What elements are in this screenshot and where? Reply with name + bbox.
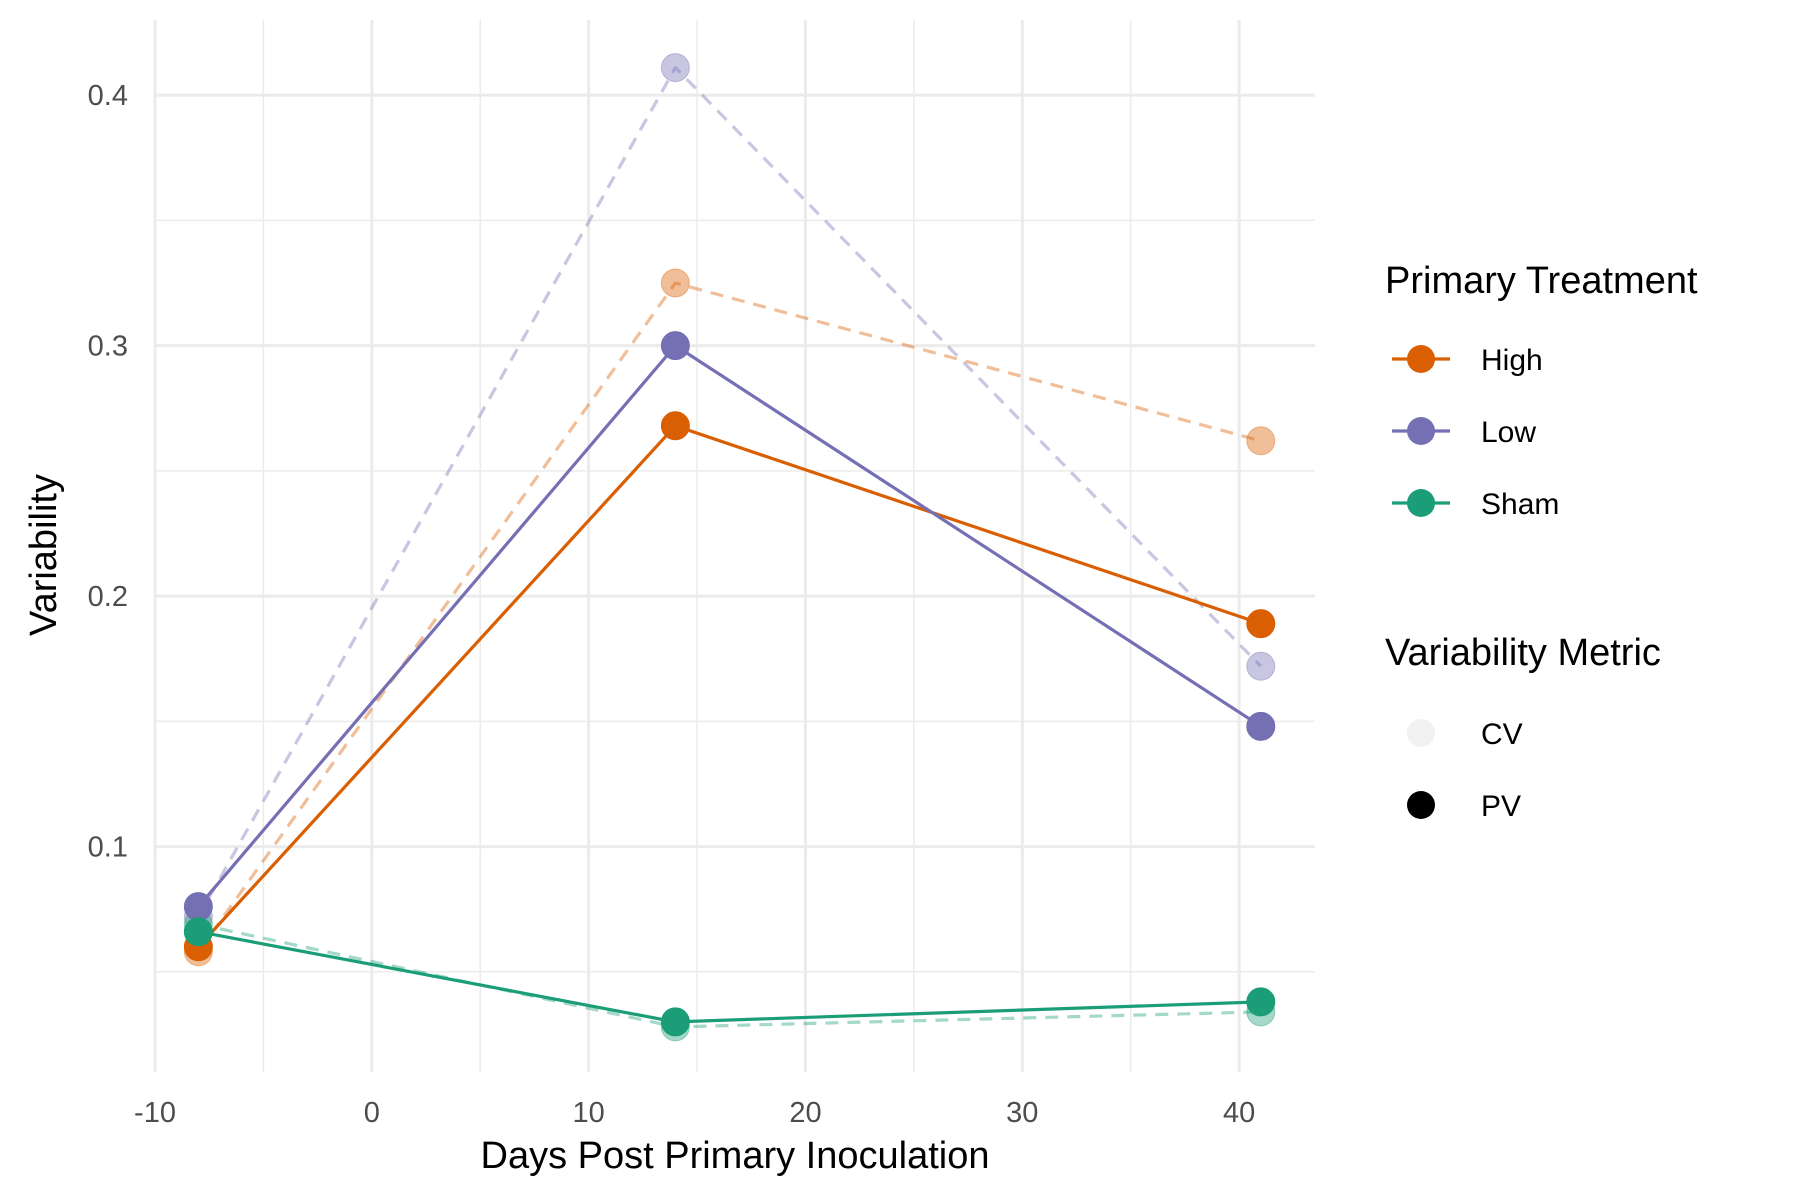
- x-tick-label: 10: [573, 1097, 605, 1129]
- y-axis-ticks: 0.1 0.2 0.3 0.4: [88, 80, 128, 863]
- legend-label-high: High: [1481, 344, 1543, 377]
- series-line-sham-cv: [198, 922, 1261, 1029]
- x-tick-label: 30: [1006, 1097, 1038, 1129]
- legend-title-metric: Variability Metric: [1385, 632, 1661, 674]
- data-point-low-cv: [660, 53, 690, 83]
- y-tick-label: 0.1: [88, 832, 128, 864]
- series-line-high-pv: [197, 424, 1262, 948]
- y-axis-title: Variability: [23, 474, 65, 636]
- series-lines: [197, 65, 1262, 1029]
- series-line-sham-pv: [198, 930, 1261, 1024]
- legend-key-point-low: [1407, 417, 1435, 445]
- series-line-low-pv: [197, 344, 1262, 908]
- y-tick-label: 0.4: [88, 80, 128, 112]
- data-point-sham-pv: [660, 1007, 690, 1037]
- series-line-low-cv: [197, 65, 1262, 918]
- data-point-low-cv: [1246, 651, 1276, 681]
- y-tick-label: 0.2: [88, 581, 128, 613]
- data-point-sham-pv: [183, 917, 213, 947]
- x-tick-label: 40: [1223, 1097, 1255, 1129]
- data-point-sham-pv: [1246, 987, 1276, 1017]
- x-axis-ticks: -10 0 10 20 30 40: [134, 1097, 1255, 1129]
- legend-label-low: Low: [1481, 416, 1536, 449]
- legend-label-sham: Sham: [1481, 488, 1559, 521]
- data-point-high-pv: [660, 411, 690, 441]
- data-point-low-pv: [1246, 711, 1276, 741]
- x-axis-title: Days Post Primary Inoculation: [481, 1135, 990, 1177]
- legend-label-cv: CV: [1481, 718, 1523, 751]
- legend-key-point-sham: [1407, 489, 1435, 517]
- legend-metric-entries: CV PV: [1407, 718, 1523, 823]
- minor-gridlines: [155, 20, 1315, 1072]
- data-point-low-pv: [660, 331, 690, 361]
- legend-label-pv: PV: [1481, 790, 1521, 823]
- data-point-high-pv: [1246, 609, 1276, 639]
- major-gridlines: [153, 20, 1315, 1072]
- data-point-high-cv: [1246, 426, 1276, 456]
- series-line-high-cv: [197, 281, 1262, 953]
- legend-key-point-cv: [1407, 719, 1435, 747]
- y-tick-label: 0.3: [88, 331, 128, 363]
- data-point-high-cv: [660, 268, 690, 298]
- x-tick-label: 0: [364, 1097, 380, 1129]
- legend-title-treatment: Primary Treatment: [1385, 260, 1698, 302]
- data-point-low-pv: [183, 892, 213, 922]
- legend-treatment-entries: High Low Sham: [1392, 344, 1559, 521]
- x-tick-label: 20: [789, 1097, 821, 1129]
- series-points: [183, 53, 1276, 1042]
- legend-key-point-pv: [1407, 791, 1435, 819]
- x-tick-label: -10: [134, 1097, 176, 1129]
- legend-key-point-high: [1407, 345, 1435, 373]
- legend: Primary Treatment High Low Sham Variabilit…: [1385, 260, 1698, 823]
